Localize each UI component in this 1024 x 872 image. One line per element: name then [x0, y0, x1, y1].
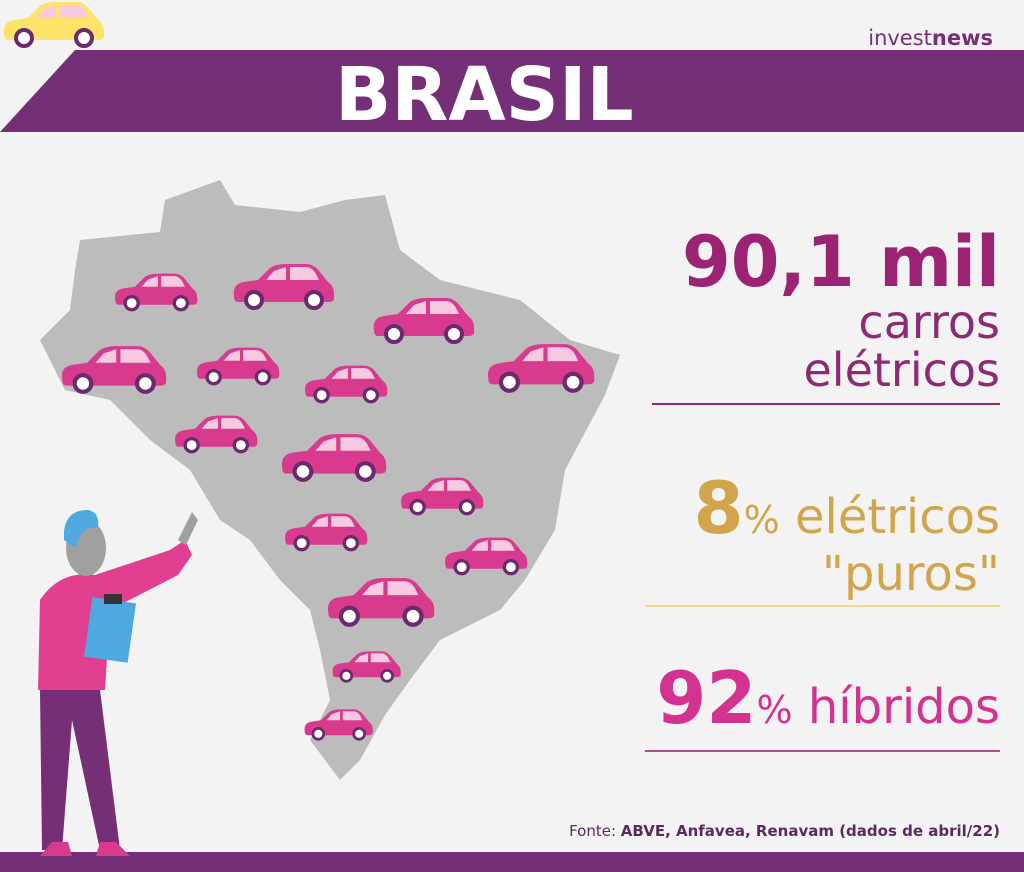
stat-number: 92 [656, 656, 756, 740]
stat-line: 92% híbridos [656, 656, 1000, 740]
banner [0, 50, 1024, 132]
stat-text: carros [858, 295, 1000, 349]
stat-number: 8 [693, 466, 743, 550]
stat-text: "puros" [822, 546, 1000, 602]
person [38, 510, 198, 856]
map [40, 180, 620, 780]
logo-light: invest [868, 26, 932, 50]
stat-line: 8% elétricos [693, 466, 1000, 550]
source-text: ABVE, Anfavea, Renavam (dados de abril/2… [621, 822, 1000, 840]
stat-text: híbridos [793, 679, 1000, 735]
stat-text: elétricos [803, 343, 1000, 397]
stat-number: 90,1 mil [682, 221, 1000, 303]
stat-unit: % [744, 498, 780, 542]
logo: investnews [868, 26, 993, 50]
stat-unit: % [756, 688, 792, 732]
source-label: Fonte: [569, 822, 621, 840]
stats: 90,1 mil carros elétricos 8% elétricos "… [645, 221, 1000, 752]
stat-text: elétricos [780, 489, 1000, 545]
source: Fonte: ABVE, Anfavea, Renavam (dados de … [569, 822, 1000, 840]
logo-bold: news [932, 26, 993, 50]
banner-title: BRASIL [335, 52, 634, 138]
footer-bar [0, 852, 1024, 872]
